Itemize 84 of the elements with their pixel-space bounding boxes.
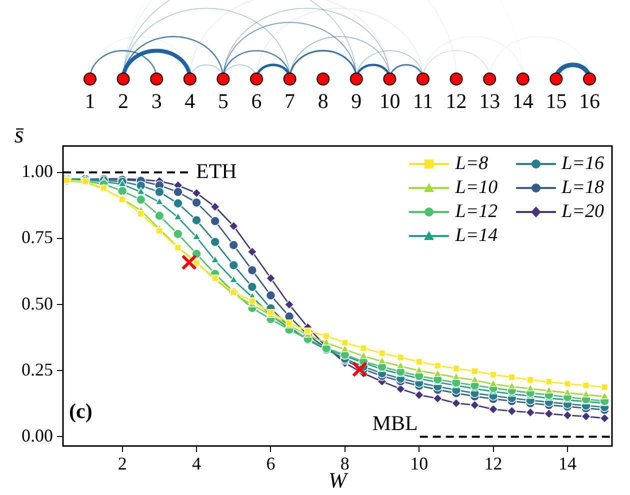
- point: [192, 188, 202, 198]
- ref-line-label: MBL: [372, 410, 418, 435]
- y-tick-label: 0.50: [22, 293, 53, 314]
- point: [247, 282, 258, 292]
- point: [490, 371, 497, 378]
- point: [582, 382, 590, 390]
- point: [601, 383, 608, 391]
- point: [210, 237, 220, 247]
- point: [181, 254, 197, 270]
- point: [322, 332, 330, 340]
- point: [210, 202, 220, 212]
- x-tick-label: 6: [266, 454, 276, 474]
- point: [600, 392, 609, 400]
- x-tick-label: 2: [118, 454, 127, 474]
- y-tick-label: 0.25: [22, 359, 53, 380]
- point: [284, 300, 294, 310]
- ref-line-label: ETH: [196, 158, 237, 183]
- point: [525, 408, 536, 418]
- point: [266, 290, 276, 300]
- point: [432, 394, 443, 404]
- point: [545, 378, 553, 386]
- point: [416, 358, 423, 366]
- point: [471, 368, 478, 375]
- legend-label: L=16: [562, 153, 604, 175]
- point: [378, 350, 386, 357]
- point: [228, 221, 239, 231]
- point: [154, 210, 164, 221]
- y-tick-label: 0.00: [22, 425, 53, 446]
- point: [600, 413, 610, 424]
- point: [433, 369, 442, 377]
- point: [136, 187, 146, 195]
- legend-label: L=12: [455, 201, 498, 223]
- point: [378, 356, 386, 364]
- point: [451, 398, 462, 408]
- legend-label: L=8: [455, 153, 488, 175]
- point: [414, 390, 424, 400]
- legend-label: L=20: [562, 201, 604, 223]
- point: [173, 198, 183, 208]
- point: [192, 198, 202, 208]
- point: [173, 187, 183, 197]
- point: [248, 297, 256, 304]
- point: [192, 260, 200, 267]
- point: [192, 215, 202, 226]
- y-tick-label: 1.00: [22, 161, 53, 182]
- point: [508, 374, 516, 381]
- point: [452, 364, 460, 372]
- point: [137, 210, 144, 218]
- legend-label: L=14: [455, 225, 498, 247]
- point: [118, 179, 127, 187]
- annotation: (c): [69, 399, 92, 423]
- point: [117, 186, 128, 196]
- point: [506, 406, 517, 416]
- x-tick-label: 8: [340, 454, 350, 474]
- x-tick-label: 4: [192, 454, 202, 474]
- point: [228, 240, 239, 250]
- point: [156, 227, 164, 234]
- y-tick-label: 0.75: [22, 227, 53, 248]
- point: [564, 380, 572, 388]
- point: [266, 273, 276, 284]
- point: [488, 404, 498, 414]
- point: [470, 400, 480, 410]
- x-tick-label: 14: [558, 454, 576, 474]
- point: [434, 362, 442, 370]
- point: [247, 265, 258, 276]
- x-tick-label: 12: [484, 454, 502, 474]
- point: [304, 327, 312, 335]
- point: [210, 216, 220, 226]
- point: [396, 354, 404, 362]
- point: [341, 339, 348, 346]
- point: [360, 344, 368, 352]
- legend-label: L=10: [455, 177, 498, 199]
- legend-label: L=18: [562, 177, 604, 199]
- point: [562, 410, 572, 420]
- y-axis-title: s̄: [14, 122, 24, 148]
- point: [544, 408, 554, 419]
- point: [174, 244, 182, 252]
- point: [136, 194, 146, 205]
- point: [154, 187, 164, 197]
- point: [526, 376, 534, 384]
- point: [228, 260, 239, 270]
- point: [508, 382, 516, 390]
- point: [173, 229, 183, 239]
- x-tick-label: 10: [410, 454, 428, 474]
- point: [247, 246, 258, 257]
